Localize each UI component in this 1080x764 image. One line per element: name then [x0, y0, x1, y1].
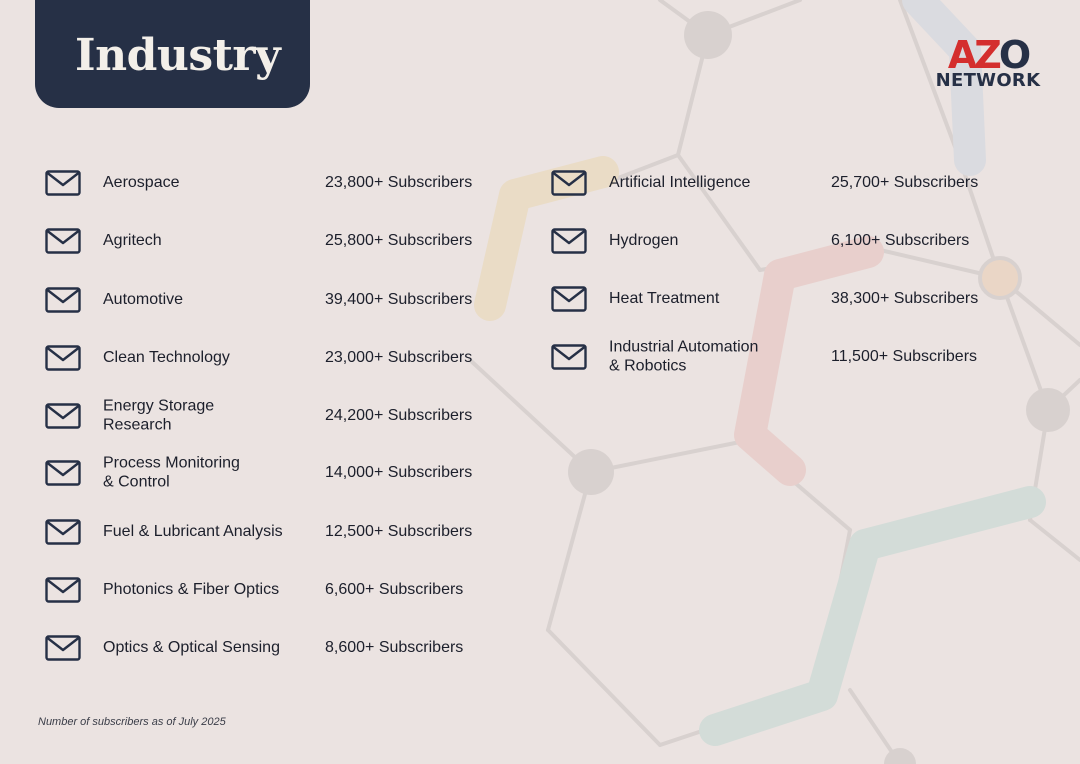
industry-name: Optics & Optical Sensing [103, 638, 280, 656]
industry-name: Process Monitoring & Control [103, 454, 240, 491]
industry-name: Agritech [103, 231, 162, 249]
envelope-icon [45, 345, 81, 371]
subscriber-count: 25,800+ Subscribers [325, 232, 473, 249]
industry-name: Energy Storage Research [103, 397, 215, 434]
envelope-icon [551, 228, 587, 254]
envelope-icon [45, 635, 81, 661]
subscriber-count: 12,500+ Subscribers [325, 523, 473, 540]
subscriber-count: 39,400+ Subscribers [325, 291, 473, 308]
industry-name: Automotive [103, 290, 184, 308]
azo-network-logo: AZO NETWORK [934, 36, 1042, 90]
envelope-icon [45, 460, 81, 486]
subscriber-count: 38,300+ Subscribers [831, 290, 979, 307]
industry-name: Artificial Intelligence [609, 173, 751, 191]
envelope-icon [45, 519, 81, 545]
industry-name: Photonics & Fiber Optics [103, 580, 280, 598]
subscriber-count: 25,700+ Subscribers [831, 174, 979, 191]
subscriber-count: 8,600+ Subscribers [325, 639, 464, 656]
subscriber-count: 14,000+ Subscribers [325, 464, 473, 481]
envelope-icon [45, 228, 81, 254]
subscriber-count: 23,000+ Subscribers [325, 349, 473, 366]
industry-name: Industrial Automation & Robotics [609, 338, 759, 375]
envelope-icon [551, 170, 587, 196]
industry-name: Aerospace [103, 173, 180, 191]
subscriber-count: 6,600+ Subscribers [325, 581, 464, 598]
title-tab: Industry [35, 0, 310, 108]
subscriber-count: 11,500+ Subscribers [831, 348, 978, 365]
envelope-icon [45, 170, 81, 196]
envelope-icon [551, 286, 587, 312]
logo-mark: AZO [947, 33, 1031, 77]
envelope-icon [551, 344, 587, 370]
subscriber-count: 23,800+ Subscribers [325, 174, 473, 191]
page-title: Industry [75, 30, 281, 81]
industry-name: Fuel & Lubricant Analysis [103, 522, 283, 540]
envelope-icon [45, 403, 81, 429]
subscriber-count: 24,200+ Subscribers [325, 407, 473, 424]
industry-name: Heat Treatment [609, 289, 720, 307]
logo-subtext: NETWORK [935, 70, 1041, 91]
subscriber-count: 6,100+ Subscribers [831, 232, 970, 249]
industry-name: Clean Technology [103, 348, 230, 366]
envelope-icon [45, 577, 81, 603]
footnote: Number of subscribers as of July 2025 [38, 716, 226, 728]
envelope-icon [45, 287, 81, 313]
industry-name: Hydrogen [609, 231, 679, 249]
